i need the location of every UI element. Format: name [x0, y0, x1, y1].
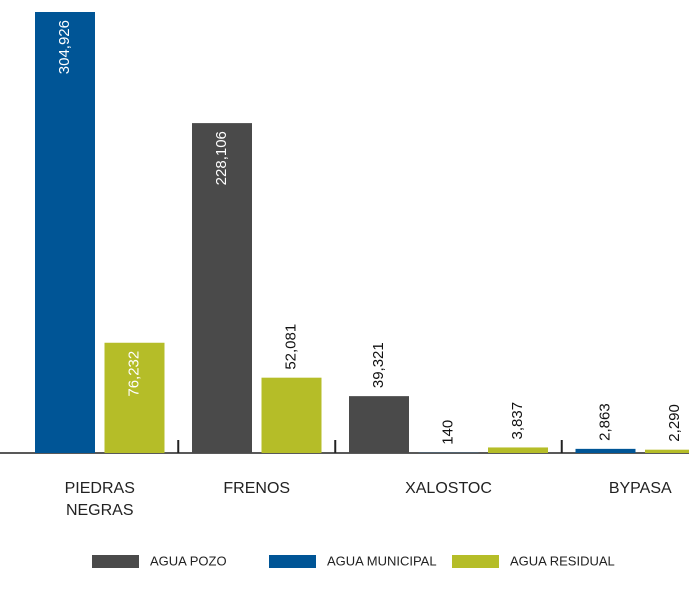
- x-tick-label: PIEDRAS NEGRAS: [64, 480, 135, 519]
- value-label: 39,321: [370, 342, 387, 388]
- bar: [645, 449, 689, 453]
- value-label: 304,926: [56, 20, 73, 74]
- bar: [261, 377, 322, 453]
- legend-label: AGUA MUNICIPAL: [327, 553, 437, 568]
- x-tick-label: FRENOS: [223, 480, 291, 497]
- value-label: 3,837: [509, 402, 526, 440]
- legend-swatch: [452, 555, 499, 568]
- bar: [488, 447, 548, 453]
- value-label: 2,863: [596, 403, 613, 441]
- legend-swatch: [269, 555, 316, 568]
- x-tick-label: XALOSTOC: [405, 480, 492, 497]
- bar: [35, 12, 95, 453]
- bar: [192, 123, 252, 453]
- legend-label: AGUA RESIDUAL: [510, 553, 615, 568]
- bar: [575, 448, 636, 453]
- value-label: 52,081: [282, 324, 299, 370]
- bar: [349, 396, 409, 453]
- bar: [104, 342, 165, 453]
- legend-swatch: [92, 555, 139, 568]
- value-label: 228,106: [213, 131, 230, 185]
- value-label: 76,232: [125, 351, 142, 397]
- value-label: 140: [439, 420, 456, 445]
- value-label: 2,290: [666, 404, 683, 442]
- x-tick-label: BYPASA: [608, 480, 672, 497]
- legend-label: AGUA POZO: [150, 553, 227, 568]
